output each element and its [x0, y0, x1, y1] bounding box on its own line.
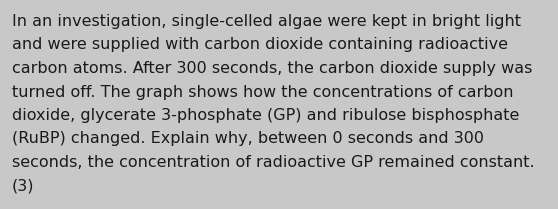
Text: dioxide, glycerate 3-phosphate (GP) and ribulose bisphosphate: dioxide, glycerate 3-phosphate (GP) and … — [12, 108, 519, 123]
Text: In an investigation, single-celled algae were kept in bright light: In an investigation, single-celled algae… — [12, 14, 521, 29]
Text: carbon atoms. After 300 seconds, the carbon dioxide supply was: carbon atoms. After 300 seconds, the car… — [12, 61, 532, 76]
Text: seconds, the concentration of radioactive GP remained constant.: seconds, the concentration of radioactiv… — [12, 155, 535, 170]
Text: (3): (3) — [12, 178, 35, 194]
Text: turned off. The graph shows how the concentrations of carbon: turned off. The graph shows how the conc… — [12, 84, 513, 99]
Text: and were supplied with carbon dioxide containing radioactive: and were supplied with carbon dioxide co… — [12, 37, 508, 52]
Text: (RuBP) changed. Explain why, between 0 seconds and 300: (RuBP) changed. Explain why, between 0 s… — [12, 131, 484, 147]
